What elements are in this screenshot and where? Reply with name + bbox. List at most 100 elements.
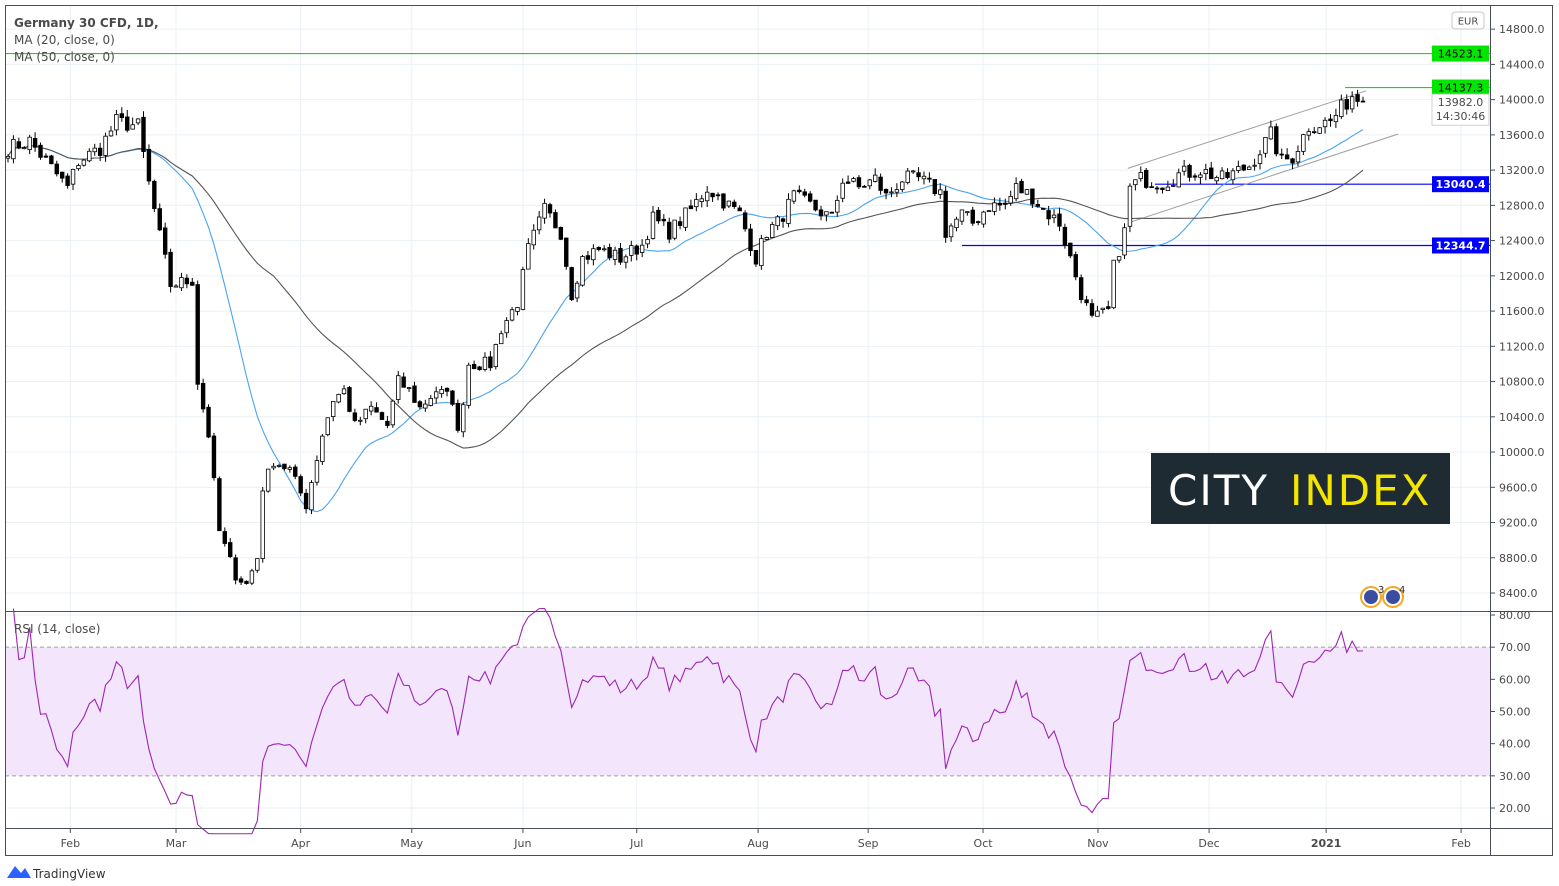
candle [997,197,1003,211]
candle [1041,208,1046,210]
candle [780,217,786,228]
candle [683,207,688,232]
candle-body [824,211,829,216]
candle-body [878,176,883,191]
price-tick-label: 10000.0 [1499,446,1545,459]
price-tick-label: 9600.0 [1499,481,1538,494]
candle [629,240,634,262]
candle-body [629,245,634,256]
candle [60,171,65,183]
candle-body [1095,310,1100,317]
candle [661,214,667,226]
candle [1236,160,1241,173]
candle [1138,166,1143,182]
rsi-band-fill [5,647,1490,776]
price-tick-label: 10400.0 [1499,411,1545,424]
price-tick-label: 12400.0 [1499,235,1545,248]
candle [509,307,515,322]
candle-body [840,182,845,199]
candle-body [683,207,688,228]
price-axis[interactable]: 8400.0 8800.0 9200.0 9600.0 10000.0 10400.0 10… [1490,23,1545,600]
rsi-line [12,608,1364,835]
event-count: 3 [1378,585,1384,596]
candle-body [1328,118,1333,122]
candle-body [1263,137,1268,154]
time-tick-label: Apr [291,837,311,850]
candle [401,372,406,388]
candle-body [276,465,282,467]
candle [1181,159,1187,176]
candle-body [786,198,791,224]
countdown-label: 14:30:46 [1436,110,1485,123]
candle [488,351,493,371]
candle-body [1171,184,1176,187]
candle [1057,207,1062,232]
candle [1192,173,1198,181]
candle-body [797,189,802,193]
candle [390,399,396,428]
candle-body [233,557,238,581]
candle [596,246,601,252]
candle-body [726,200,732,207]
candle-body [493,344,498,368]
candle [70,168,76,191]
candle [623,254,629,269]
candle-body [1290,158,1295,164]
candle [672,219,677,241]
symbol-title[interactable]: Germany 30 CFD, 1D, [14,16,159,30]
candle-body [1084,299,1089,304]
candle [889,187,894,198]
currency-badge[interactable]: EUR [1451,11,1485,30]
price-tick-label: 9200.0 [1499,517,1538,530]
rsi-axis[interactable]: 80.00 70.00 60.00 50.00 40.00 30.00 20.00 [1490,609,1531,815]
event-eu-2[interactable]: 4 [1382,585,1405,608]
candle [363,408,368,424]
candle-body [536,216,542,231]
event-eu-1[interactable]: 3 [1360,585,1384,608]
tradingview-logo[interactable]: TradingView [7,866,106,881]
candle-body [721,193,726,209]
legend-ma20[interactable]: MA (20, close, 0) [14,33,115,47]
candle-body [60,171,65,179]
candle-body [677,221,683,227]
candle [824,211,829,222]
legend-ma50[interactable]: MA (50, close, 0) [14,50,115,64]
candle-body [32,138,38,148]
candle-body [358,419,363,422]
candle-body [444,387,450,392]
candle [320,433,325,465]
candle [1312,126,1317,135]
candle-body [81,159,87,166]
candle [303,488,309,514]
candle-body [287,467,293,470]
candle-body [1344,99,1349,110]
candle-body [488,356,493,369]
legend-rsi[interactable]: RSI (14, close) [14,622,100,636]
candle-body [672,219,677,239]
candle-body [325,417,330,436]
candle-body [992,202,997,212]
candle [791,189,797,205]
candle [314,455,320,486]
candle [1252,158,1257,171]
candle [65,173,70,189]
candle [27,134,32,155]
candle [970,206,975,226]
price-tick-label: 12800.0 [1499,199,1545,212]
time-axis[interactable]: Feb Mar Apr May Jun Jul Aug Sep Oct Nov Dec 2021 Feb [61,828,1471,850]
candle-body [211,435,217,479]
candle-body [704,191,710,202]
candle [97,142,103,162]
candle [11,135,16,164]
candle [1230,168,1236,185]
candle-body [65,175,70,186]
candle-body [5,155,11,159]
candle [108,126,114,137]
candle [981,210,986,228]
candle [368,401,374,416]
candle-body [845,181,851,184]
candle-body [526,243,531,270]
candle [921,171,927,185]
level-price-label: 13040.4 [1435,178,1485,191]
